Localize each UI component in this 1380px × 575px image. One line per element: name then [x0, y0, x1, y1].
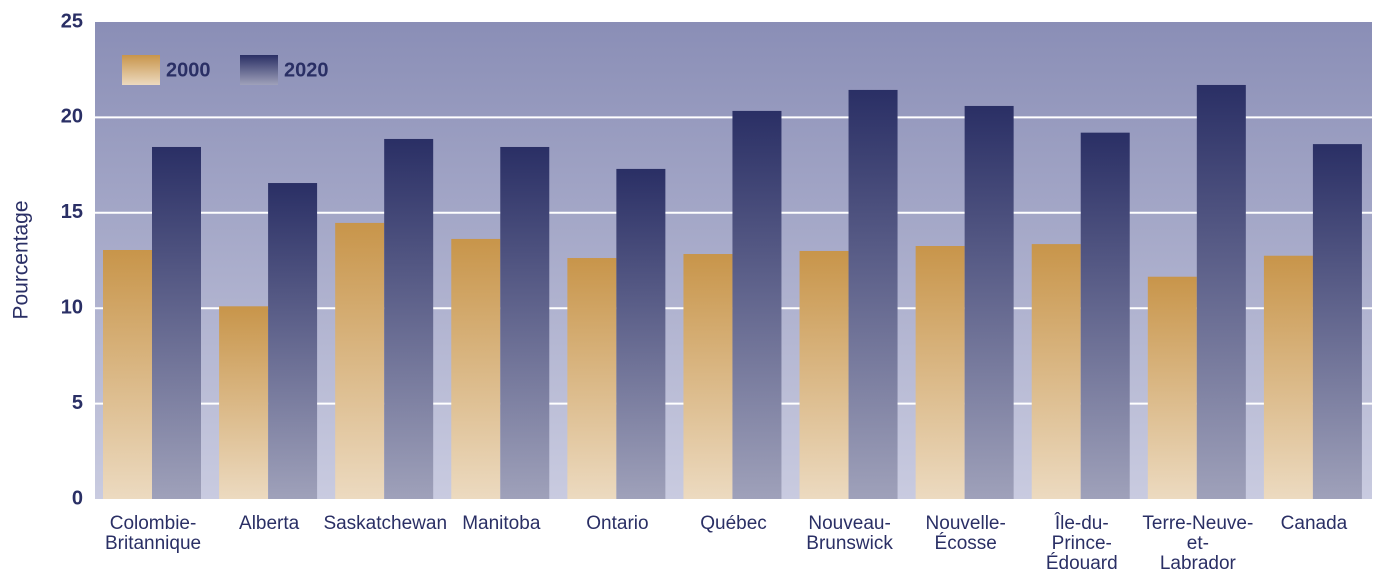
bar [152, 146, 201, 499]
bar [732, 110, 782, 499]
bar [1196, 84, 1246, 500]
bar [1080, 132, 1130, 499]
bar [799, 250, 849, 499]
legend-label: 2020 [284, 59, 329, 81]
y-tick-label: 5 [72, 392, 83, 414]
x-tick-label: Alberta [239, 513, 300, 534]
bar [500, 146, 550, 499]
bar [616, 168, 666, 499]
bar [1147, 276, 1197, 499]
y-tick-label: 20 [61, 106, 83, 128]
x-tick-label: Saskatchewan [323, 513, 447, 534]
y-tick-label: 10 [61, 296, 83, 318]
x-tick-label: Colombie-Britannique [105, 513, 201, 554]
bar [219, 306, 269, 499]
bar [451, 238, 501, 499]
y-axis-label: Pourcentage [10, 200, 33, 319]
y-tick-label: 0 [72, 487, 83, 509]
bar [1312, 144, 1362, 499]
x-tick-label: Québec [700, 513, 767, 534]
bar [683, 254, 733, 499]
bar [103, 250, 152, 499]
bar [384, 138, 434, 500]
x-tick-label: Nouveau-Brunswick [806, 513, 893, 554]
bar [1031, 244, 1081, 499]
x-tick-label: Île-du-Prince-Édouard [1046, 512, 1118, 574]
legend-swatch [122, 55, 160, 85]
bar [964, 105, 1014, 500]
bar [335, 222, 385, 499]
legend-label: 2000 [166, 59, 211, 81]
y-tick-label: 15 [61, 201, 83, 223]
bar [268, 183, 318, 499]
x-tick-label: Nouvelle-Écosse [926, 513, 1006, 554]
x-tick-label: Canada [1281, 513, 1348, 534]
x-tick-label: Manitoba [462, 513, 541, 534]
legend-swatch [240, 55, 278, 85]
x-tick-label: Ontario [586, 513, 648, 534]
y-tick-label: 25 [61, 10, 83, 32]
x-tick-label: Terre-Neuve-et-Labrador [1142, 513, 1253, 574]
bar [848, 89, 898, 499]
bar [567, 258, 617, 499]
bar [915, 245, 965, 499]
bar [1263, 255, 1313, 499]
